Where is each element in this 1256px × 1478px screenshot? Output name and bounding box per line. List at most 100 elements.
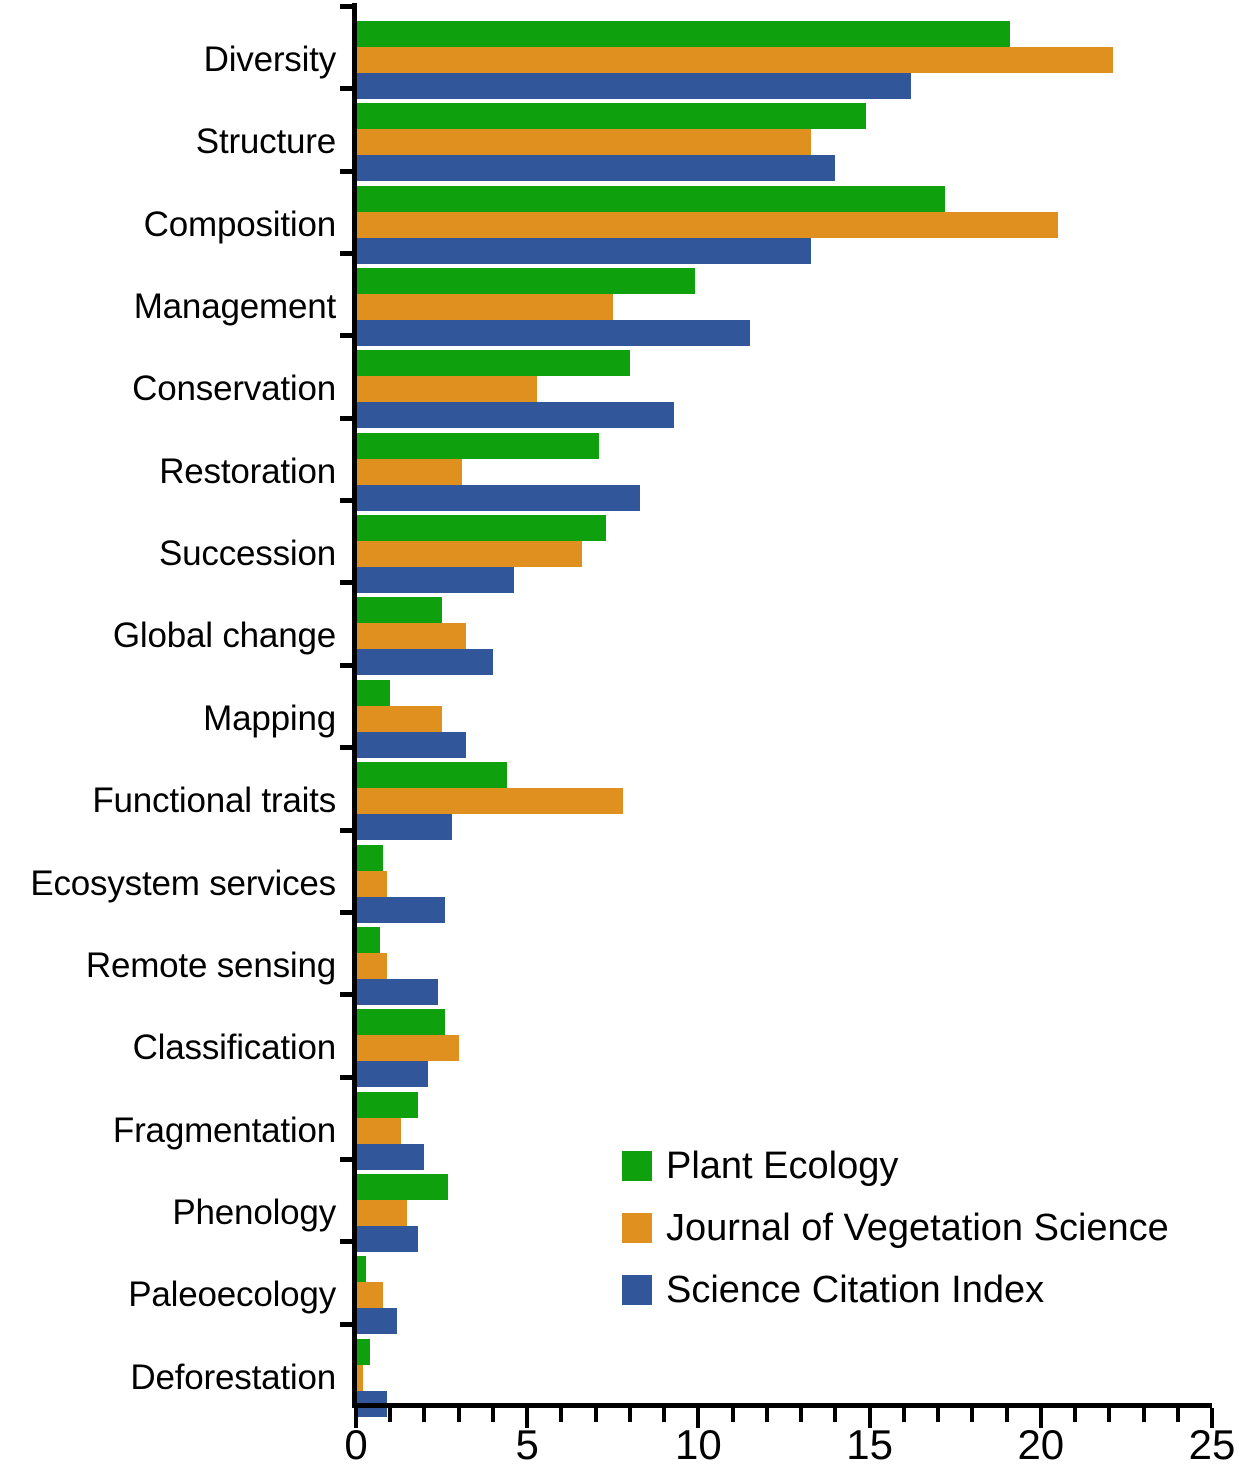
x-axis-minor-tick bbox=[833, 1408, 838, 1422]
bar-remote-sensing-plant-ecology bbox=[356, 926, 380, 953]
legend-label: Science Citation Index bbox=[666, 1269, 1045, 1311]
y-axis-tick bbox=[340, 662, 353, 668]
y-axis-tick bbox=[340, 168, 353, 174]
y-axis-tick bbox=[340, 1074, 353, 1080]
y-axis-category-labels: Diversity Structure Composition Management C… bbox=[0, 0, 336, 1405]
x-axis-minor-tick bbox=[559, 1408, 564, 1422]
x-axis-tick-label: 5 bbox=[515, 1421, 539, 1468]
bar-paleoecology-science-citation-index bbox=[356, 1308, 398, 1335]
bar-classification-plant-ecology bbox=[356, 1009, 446, 1036]
bar-conservation-journal-of-vegetation-science bbox=[356, 376, 538, 403]
bar-diversity-plant-ecology bbox=[356, 21, 1010, 47]
bar-functional-traits-plant-ecology bbox=[356, 762, 507, 789]
y-axis-tick bbox=[340, 1156, 353, 1162]
y-axis-tick bbox=[340, 415, 353, 421]
category-label: Fragmentation bbox=[112, 1110, 336, 1150]
bar-functional-traits-journal-of-vegetation-science bbox=[356, 788, 624, 815]
category-label: Functional traits bbox=[92, 781, 336, 821]
bar-deforestation-journal-of-vegetation-science bbox=[356, 1364, 363, 1391]
x-axis-minor-tick bbox=[422, 1408, 427, 1422]
category-label: Remote sensing bbox=[85, 945, 336, 985]
bar-mapping-science-citation-index bbox=[356, 731, 466, 758]
y-axis-tick bbox=[340, 580, 353, 586]
x-axis-major-tick bbox=[525, 1408, 530, 1428]
bar-structure-journal-of-vegetation-science bbox=[356, 129, 812, 156]
bar-global-change-journal-of-vegetation-science bbox=[356, 623, 466, 650]
bar-succession-plant-ecology bbox=[356, 515, 606, 542]
x-axis-minor-tick bbox=[936, 1408, 941, 1422]
bar-ecosystem-services-plant-ecology bbox=[356, 844, 384, 871]
bar-composition-plant-ecology bbox=[356, 185, 945, 212]
category-label: Structure bbox=[195, 122, 336, 162]
category-label: Ecosystem services bbox=[30, 863, 336, 903]
bar-ecosystem-services-science-citation-index bbox=[356, 896, 446, 923]
x-axis-minor-tick bbox=[593, 1408, 598, 1422]
bar-deforestation-plant-ecology bbox=[356, 1338, 370, 1365]
x-axis-minor-tick bbox=[627, 1408, 632, 1422]
bar-global-change-plant-ecology bbox=[356, 597, 442, 624]
y-axis-tick bbox=[340, 745, 353, 751]
legend-item[interactable]: Journal of Vegetation Science bbox=[622, 1197, 1182, 1259]
x-axis-major-tick bbox=[354, 1408, 358, 1428]
bar-management-science-citation-index bbox=[356, 320, 750, 347]
bar-phenology-plant-ecology bbox=[356, 1173, 449, 1200]
x-axis-minor-tick bbox=[388, 1408, 393, 1422]
legend-label: Journal of Vegetation Science bbox=[666, 1207, 1169, 1249]
bar-fragmentation-science-citation-index bbox=[356, 1143, 425, 1170]
x-axis-minor-tick bbox=[490, 1408, 495, 1422]
legend-swatch-icon bbox=[622, 1275, 652, 1305]
x-axis-minor-tick bbox=[662, 1408, 667, 1422]
category-label: Management bbox=[133, 287, 336, 327]
y-axis-tick bbox=[340, 251, 353, 257]
legend-item[interactable]: Plant Ecology bbox=[622, 1135, 1182, 1197]
category-label: Classification bbox=[132, 1028, 337, 1068]
x-axis-minor-tick bbox=[1073, 1408, 1078, 1422]
bar-fragmentation-journal-of-vegetation-science bbox=[356, 1117, 401, 1144]
x-axis-minor-tick bbox=[799, 1408, 804, 1422]
bar-phenology-journal-of-vegetation-science bbox=[356, 1199, 408, 1226]
bar-management-journal-of-vegetation-science bbox=[356, 294, 613, 321]
bar-fragmentation-plant-ecology bbox=[356, 1091, 418, 1118]
category-label: Mapping bbox=[203, 698, 336, 738]
x-axis-major-tick bbox=[1210, 1408, 1214, 1428]
x-axis-major-tick bbox=[867, 1408, 872, 1428]
bar-paleoecology-journal-of-vegetation-science bbox=[356, 1282, 384, 1309]
bar-paleoecology-plant-ecology bbox=[356, 1256, 367, 1283]
y-axis-tick bbox=[340, 4, 353, 9]
x-axis-minor-tick bbox=[970, 1408, 975, 1422]
bar-composition-journal-of-vegetation-science bbox=[356, 211, 1058, 238]
bar-restoration-journal-of-vegetation-science bbox=[356, 458, 463, 485]
bar-conservation-plant-ecology bbox=[356, 350, 630, 377]
y-axis-tick bbox=[340, 827, 353, 833]
bar-structure-science-citation-index bbox=[356, 155, 836, 182]
y-axis-tick bbox=[340, 86, 353, 92]
bar-remote-sensing-journal-of-vegetation-science bbox=[356, 952, 387, 979]
bar-succession-science-citation-index bbox=[356, 567, 514, 594]
y-axis-tick bbox=[340, 333, 353, 339]
bar-mapping-journal-of-vegetation-science bbox=[356, 705, 442, 732]
x-axis-minor-tick bbox=[730, 1408, 735, 1422]
x-axis-minor-tick bbox=[456, 1408, 461, 1422]
bar-ecosystem-services-journal-of-vegetation-science bbox=[356, 870, 387, 897]
legend-swatch-icon bbox=[622, 1213, 652, 1243]
x-axis-minor-tick bbox=[764, 1408, 769, 1422]
category-label: Paleoecology bbox=[128, 1275, 336, 1315]
legend-item[interactable]: Science Citation Index bbox=[622, 1259, 1182, 1321]
bar-conservation-science-citation-index bbox=[356, 402, 675, 429]
bar-restoration-plant-ecology bbox=[356, 432, 600, 459]
x-axis-minor-tick bbox=[1004, 1408, 1009, 1422]
category-label: Succession bbox=[159, 534, 336, 574]
bar-succession-journal-of-vegetation-science bbox=[356, 541, 582, 568]
category-label: Conservation bbox=[132, 369, 336, 409]
bar-classification-journal-of-vegetation-science bbox=[356, 1035, 459, 1062]
y-axis-tick bbox=[340, 1239, 353, 1245]
legend-swatch-icon bbox=[622, 1151, 652, 1181]
category-label: Diversity bbox=[203, 40, 337, 79]
x-axis-minor-tick bbox=[1175, 1408, 1180, 1422]
category-label: Restoration bbox=[159, 451, 336, 491]
bar-diversity-science-citation-index bbox=[356, 73, 911, 99]
x-axis-line bbox=[352, 1403, 1212, 1408]
bar-management-plant-ecology bbox=[356, 268, 695, 295]
y-axis-tick bbox=[340, 498, 353, 504]
